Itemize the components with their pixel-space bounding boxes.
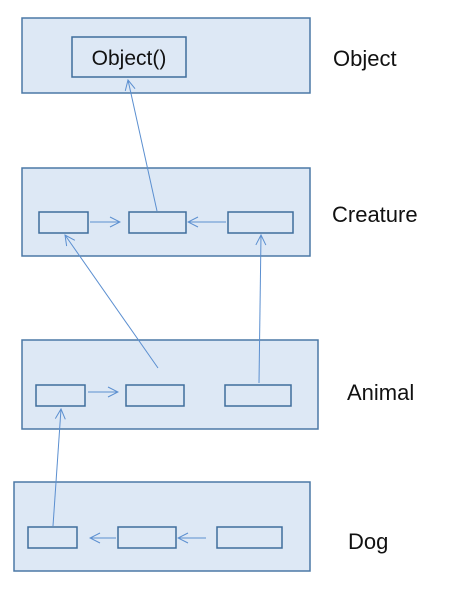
animal-layer: Animal bbox=[21, 339, 414, 430]
animal-slot-right bbox=[224, 384, 292, 407]
creature-layer-label: Creature bbox=[332, 202, 418, 227]
object-constructor-box bbox=[71, 36, 187, 78]
dog-slot-left bbox=[27, 526, 78, 549]
object-layer-label: Object bbox=[333, 46, 397, 71]
creature-layer: Creature bbox=[21, 167, 418, 257]
creature-slot-middle bbox=[128, 211, 187, 234]
arrow-dog-to-animal-left bbox=[52, 409, 61, 527]
animal-layer-label: Animal bbox=[347, 380, 414, 405]
arrows bbox=[52, 80, 261, 538]
dog-slot-right bbox=[216, 526, 283, 549]
animal-slot-left bbox=[35, 384, 86, 407]
arrow-animal-to-creature-left bbox=[65, 235, 159, 369]
animal-slot-middle bbox=[125, 384, 185, 407]
dog-layer-label: Dog bbox=[348, 529, 388, 554]
object-layer: Object() Object bbox=[21, 17, 397, 94]
creature-slot-left bbox=[38, 211, 89, 234]
arrow-animal-to-creature-right bbox=[259, 235, 261, 384]
creature-slot-right bbox=[227, 211, 294, 234]
arrow-creature-to-object bbox=[128, 80, 158, 212]
dog-layer: Dog bbox=[13, 481, 388, 572]
dog-slot-middle bbox=[117, 526, 177, 549]
object-constructor-label: Object() bbox=[92, 47, 167, 70]
